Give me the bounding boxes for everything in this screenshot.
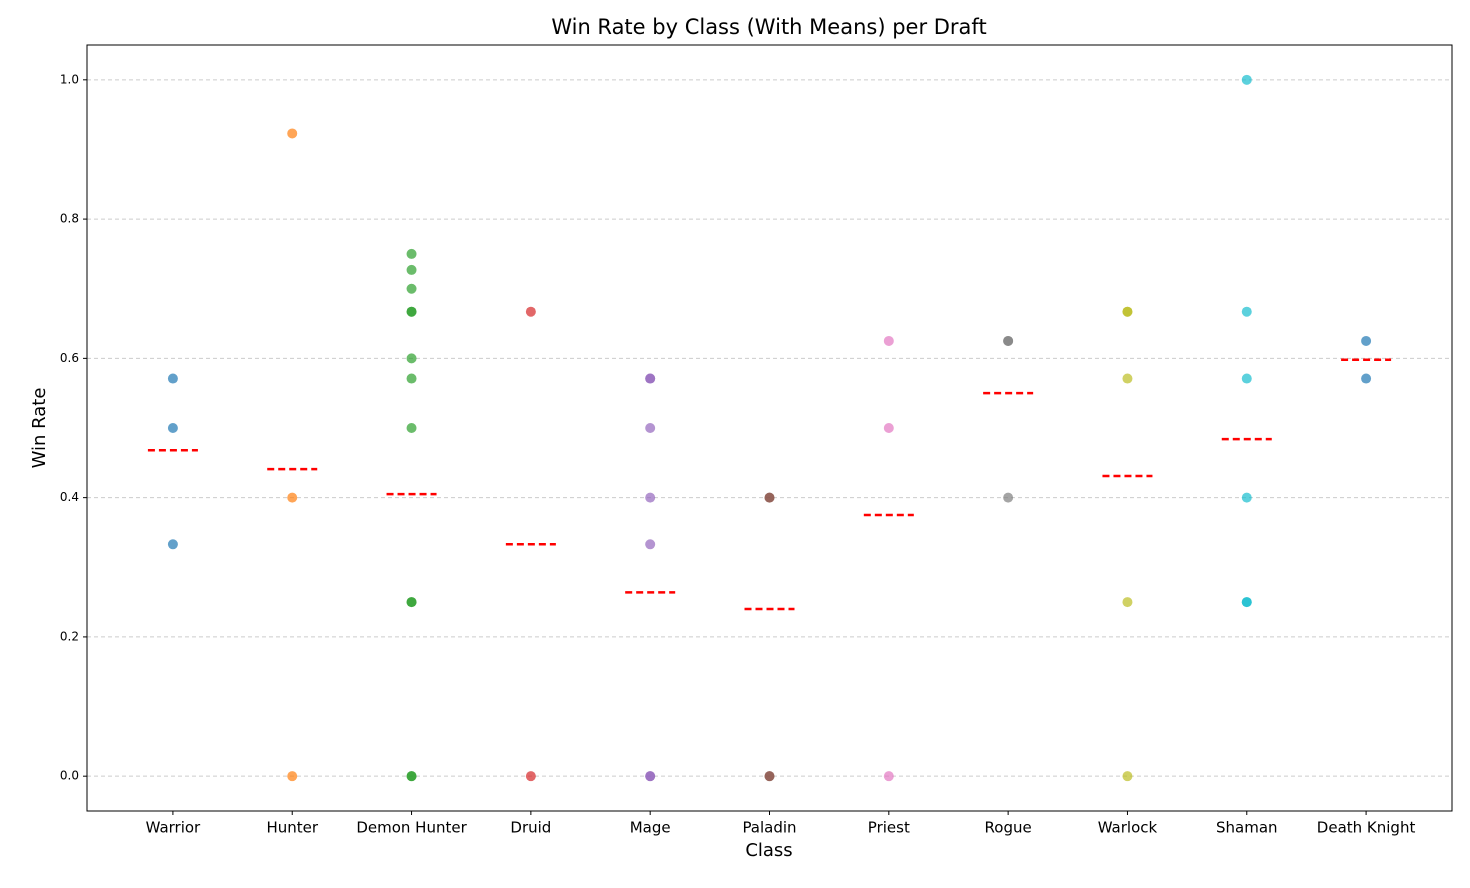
point	[1241, 373, 1252, 384]
point	[406, 597, 417, 608]
point	[406, 353, 417, 364]
point	[1361, 373, 1372, 384]
point	[406, 283, 417, 294]
x-tick-label: Druid	[510, 819, 551, 837]
y-tick-label: 0.4	[60, 490, 79, 504]
point	[406, 264, 417, 275]
point	[883, 335, 894, 346]
point	[167, 423, 178, 433]
point	[287, 128, 298, 139]
y-tick-label: 0.6	[60, 351, 79, 365]
point	[1241, 74, 1252, 85]
y-axis-label: Win Rate	[29, 388, 50, 469]
x-tick-label: Warrior	[146, 819, 201, 837]
point	[764, 492, 775, 503]
point	[406, 423, 417, 433]
point	[1003, 492, 1014, 503]
x-tick-label: Rogue	[985, 819, 1032, 837]
point	[525, 306, 536, 317]
point	[167, 373, 178, 384]
point	[645, 492, 656, 503]
point	[525, 771, 536, 782]
point	[645, 423, 656, 433]
point	[764, 771, 775, 782]
point	[167, 539, 178, 550]
point	[645, 771, 656, 782]
chart-title: Win Rate by Class (With Means) per Draft	[551, 15, 986, 39]
point	[1241, 306, 1252, 317]
x-tick-label: Mage	[630, 819, 671, 837]
x-tick-label: Shaman	[1216, 819, 1278, 837]
y-tick-label: 0.2	[60, 629, 79, 643]
plot-frame	[86, 44, 1453, 812]
point	[406, 373, 417, 384]
x-tick-label: Death Knight	[1317, 819, 1416, 837]
x-axis-label: Class	[745, 840, 792, 861]
x-tick-label: Demon Hunter	[356, 819, 467, 837]
point	[1122, 771, 1133, 782]
point	[883, 771, 894, 782]
point	[287, 771, 298, 782]
x-tick-label: Hunter	[266, 819, 318, 837]
point	[1122, 306, 1133, 317]
point	[1122, 373, 1133, 384]
point	[287, 492, 298, 503]
point	[1003, 335, 1014, 346]
x-tick-label: Priest	[868, 819, 910, 837]
point	[883, 423, 894, 433]
y-tick-label: 1.0	[60, 72, 79, 86]
point	[406, 248, 417, 259]
point	[645, 539, 656, 550]
point	[1122, 597, 1133, 608]
x-tick-label: Warlock	[1098, 819, 1158, 837]
y-tick-label: 0.8	[60, 212, 79, 226]
point	[1241, 492, 1252, 503]
y-tick-label: 0.0	[60, 769, 79, 783]
point	[406, 306, 417, 317]
point	[1241, 597, 1252, 608]
point	[645, 373, 656, 384]
point	[406, 771, 417, 782]
point	[1361, 335, 1372, 346]
x-tick-label: Paladin	[742, 819, 796, 837]
